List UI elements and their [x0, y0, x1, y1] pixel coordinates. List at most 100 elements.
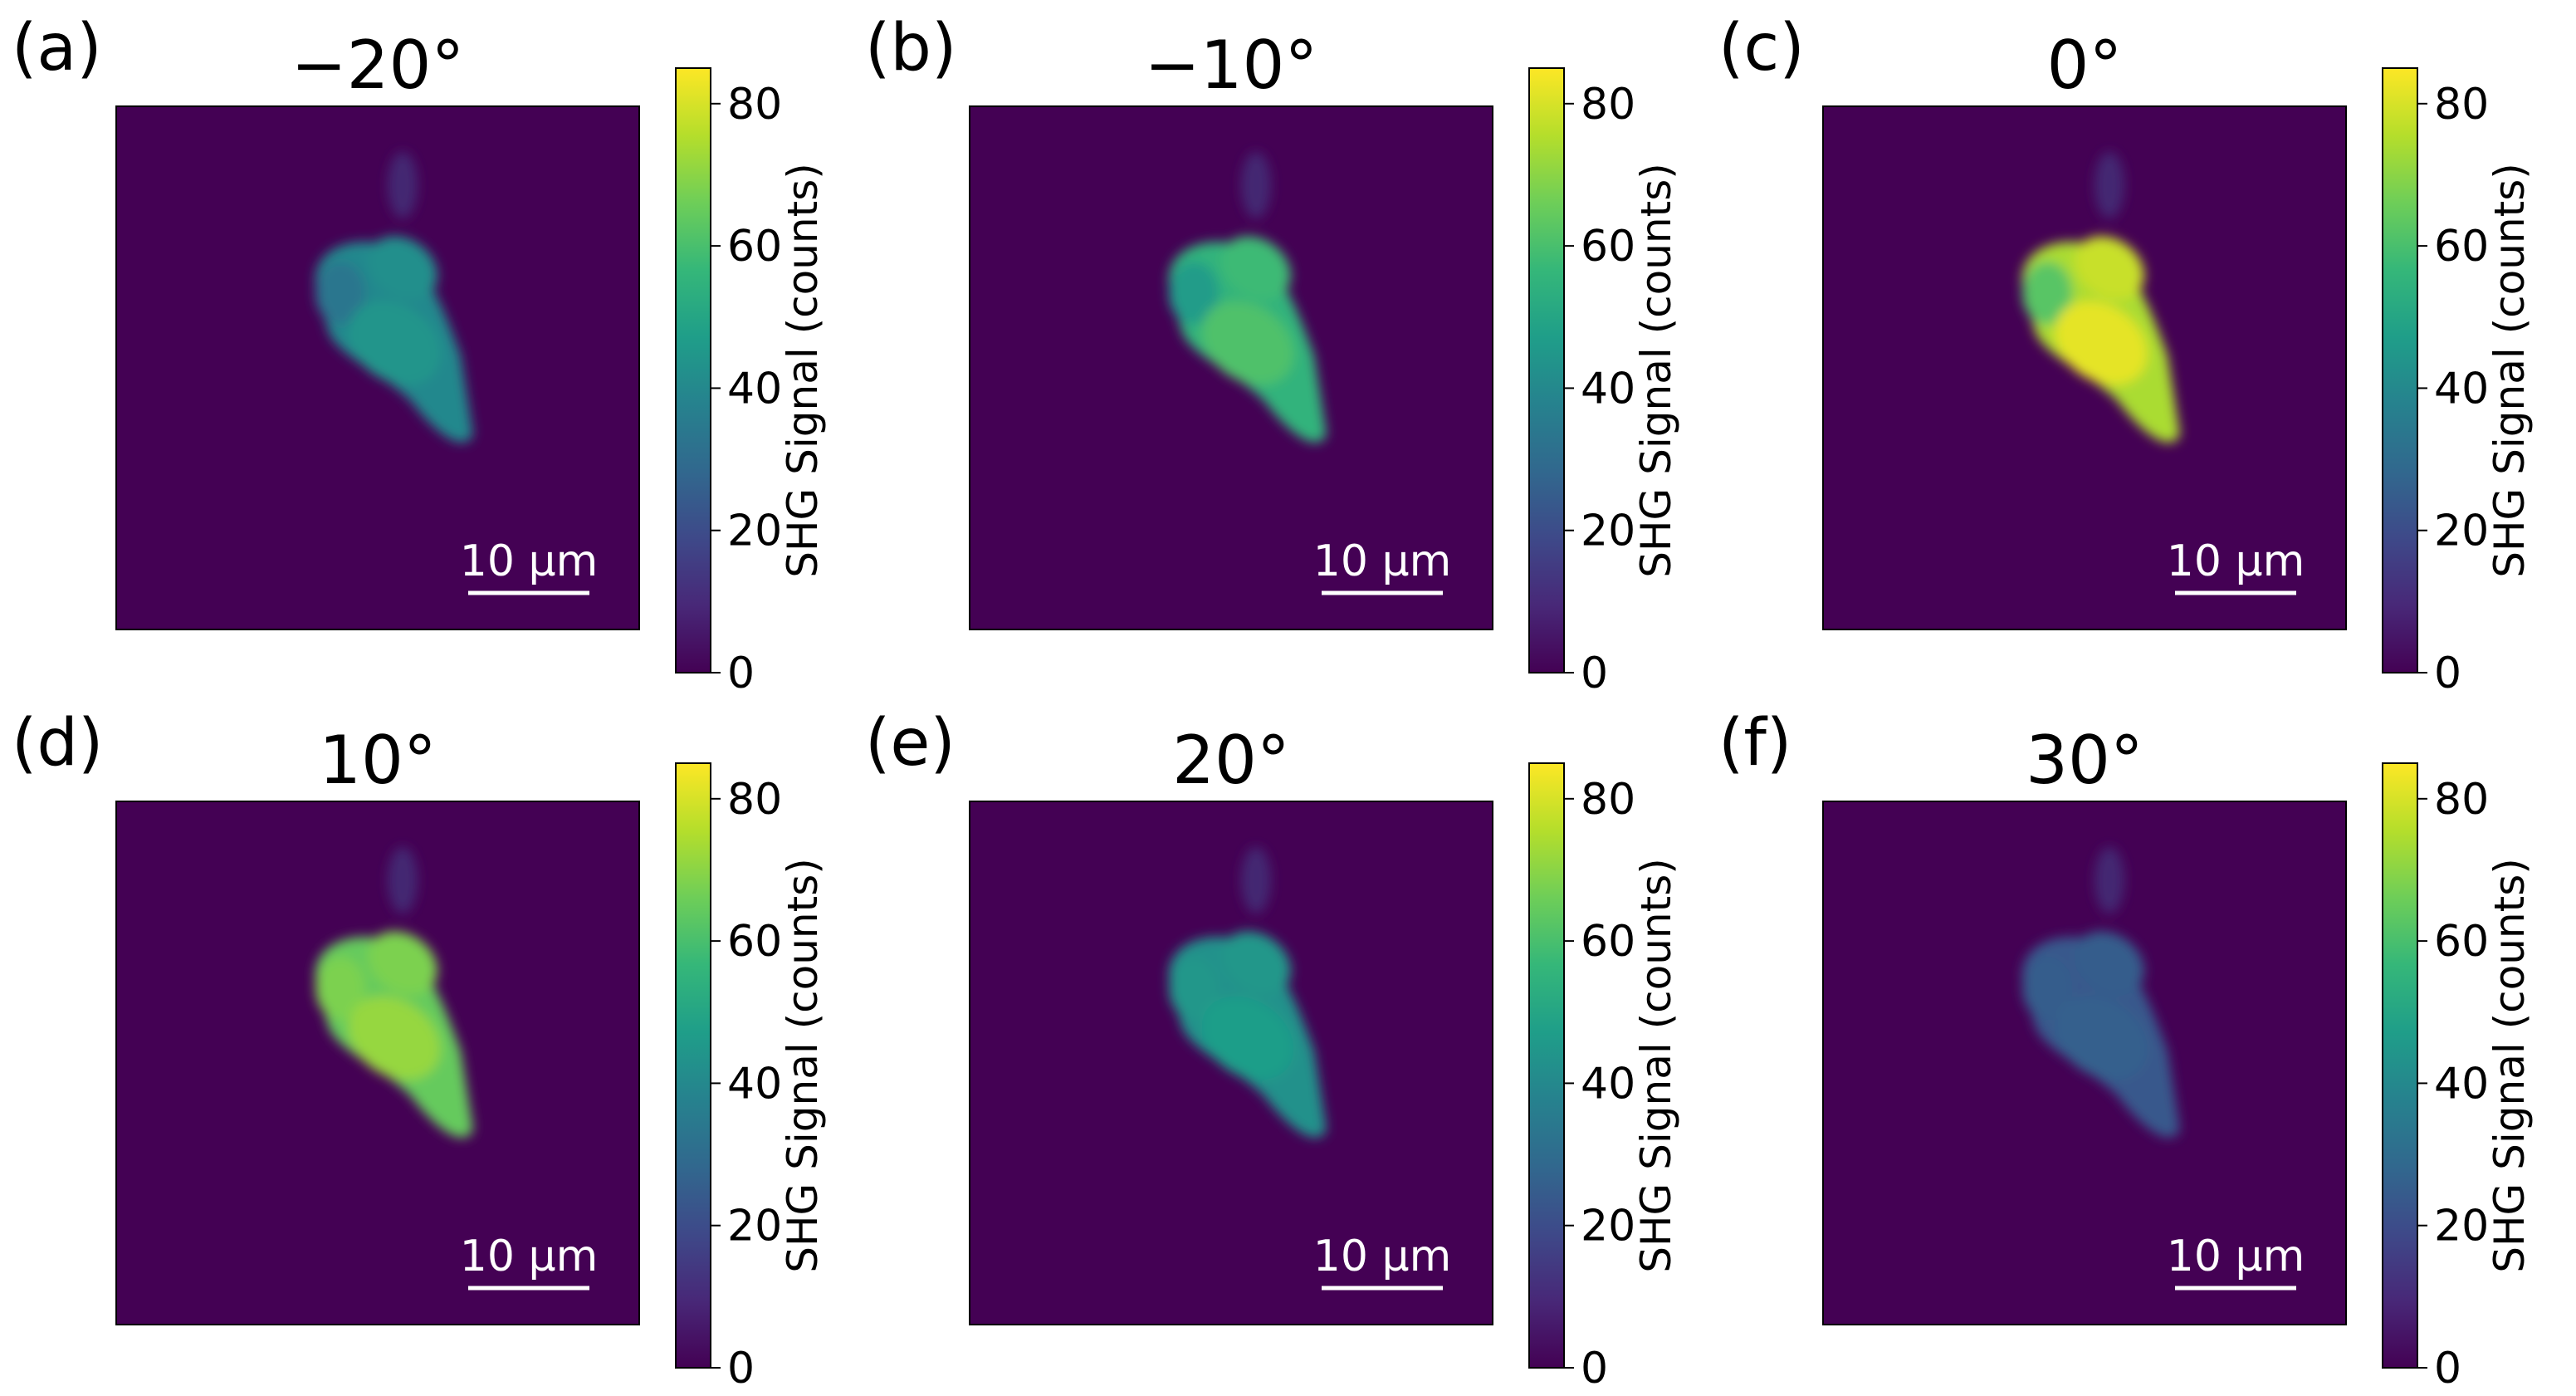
- panel-e: (e) 20° 10 μm 0 20 40 60 80 SHG Signal (counts): [865, 706, 1680, 1394]
- colorbar-tick-label: 60: [727, 222, 782, 272]
- colorbar-tick-label: 80: [727, 775, 782, 825]
- colorbar-tick-label: 0: [1581, 649, 1608, 698]
- image-frame: [1822, 105, 2347, 630]
- signal-core: [2055, 301, 2148, 385]
- scale-bar-label: 10 μm: [460, 536, 598, 586]
- colorbar-tick-label: 0: [727, 1344, 755, 1394]
- colorbar-label: SHG Signal (counts): [1632, 858, 1680, 1273]
- signal-tail: [1241, 847, 1271, 914]
- colorbar-tick-label: 20: [727, 507, 782, 556]
- signal-left-lobe: [1169, 262, 1219, 325]
- signal-upper-lobe: [368, 236, 437, 301]
- image-frame: [969, 801, 1493, 1325]
- scale-bar-label: 10 μm: [1313, 1232, 1451, 1281]
- colorbar-label: SHG Signal (counts): [779, 858, 827, 1273]
- signal-tail: [388, 152, 418, 218]
- signal-left-lobe: [315, 957, 365, 1020]
- shg-signal-region: [2021, 847, 2180, 1139]
- panel-title: 30°: [2026, 722, 2143, 799]
- colorbar-tick-label: 60: [1581, 222, 1635, 272]
- signal-tail: [1241, 152, 1271, 218]
- signal-upper-lobe: [1221, 931, 1291, 996]
- colorbar-tick-label: 80: [727, 80, 782, 130]
- panel-d: (d) 10° 10 μm 0 20 40 60 80 SHG Signal (counts): [12, 706, 827, 1394]
- panel-title: −10°: [1145, 27, 1318, 104]
- colorbar: [1528, 67, 1565, 674]
- panel-c: (c) 0° 10 μm 0 20 40 60 80 SHG Signal (counts): [1718, 11, 2534, 698]
- signal-tail: [388, 847, 418, 914]
- signal-tail: [2095, 847, 2124, 914]
- shg-signal-region: [2021, 152, 2180, 443]
- colorbar-tick-label: 80: [2434, 775, 2489, 825]
- panel-a: (a) −20° 10 μm 0 20 40 60 80 SHG Signal (counts): [12, 11, 827, 698]
- colorbar: [675, 762, 711, 1369]
- colorbar: [2382, 762, 2418, 1369]
- colorbar-tick-label: 40: [727, 1059, 782, 1109]
- signal-upper-lobe: [2075, 931, 2144, 996]
- scale-bar-label: 10 μm: [2167, 1232, 2305, 1281]
- signal-core: [348, 996, 441, 1080]
- colorbar-tick-label: 80: [1581, 775, 1635, 825]
- colorbar-tick-label: 20: [727, 1202, 782, 1252]
- image-frame: [115, 801, 640, 1325]
- colorbar-tick-label: 40: [727, 364, 782, 414]
- colorbar-tick-label: 20: [2434, 507, 2489, 556]
- shg-signal-region: [315, 847, 473, 1139]
- image-frame: [1822, 801, 2347, 1325]
- colorbar-tick-label: 40: [1581, 1059, 1635, 1109]
- colorbar-tick-label: 60: [727, 917, 782, 967]
- colorbar-label: SHG Signal (counts): [1632, 163, 1680, 578]
- colorbar-tick-label: 20: [1581, 507, 1635, 556]
- panel-title: 10°: [319, 722, 437, 799]
- signal-core: [348, 301, 441, 385]
- panel-label: (a): [12, 11, 102, 86]
- colorbar-tick-label: 0: [2434, 1344, 2461, 1394]
- image-frame: [969, 105, 1493, 630]
- colorbar-label: SHG Signal (counts): [2486, 858, 2534, 1273]
- colorbar-label: SHG Signal (counts): [2486, 163, 2534, 578]
- signal-left-lobe: [2022, 262, 2072, 325]
- colorbar-tick-label: 60: [1581, 917, 1635, 967]
- colorbar: [1528, 762, 1565, 1369]
- shg-signal-region: [1168, 847, 1327, 1139]
- image-frame: [115, 105, 640, 630]
- colorbar-tick-label: 20: [2434, 1202, 2489, 1252]
- panel-label: (b): [865, 11, 956, 86]
- shg-signal-region: [1168, 152, 1327, 443]
- panel-f: (f) 30° 10 μm 0 20 40 60 80 SHG Signal (counts): [1718, 706, 2534, 1394]
- signal-core: [2055, 996, 2148, 1080]
- signal-upper-lobe: [2075, 236, 2144, 301]
- panel-label: (f): [1718, 706, 1791, 781]
- colorbar-tick-label: 60: [2434, 917, 2489, 967]
- colorbar: [2382, 67, 2418, 674]
- colorbar: [675, 67, 711, 674]
- colorbar-tick-label: 60: [2434, 222, 2489, 272]
- panel-title: 20°: [1172, 722, 1290, 799]
- signal-left-lobe: [2022, 957, 2072, 1020]
- panel-label: (e): [865, 706, 956, 781]
- signal-core: [1201, 996, 1294, 1080]
- scale-bar-label: 10 μm: [1313, 536, 1451, 586]
- colorbar-tick-label: 40: [2434, 364, 2489, 414]
- shg-signal-region: [315, 152, 473, 443]
- colorbar-tick-label: 80: [1581, 80, 1635, 130]
- signal-upper-lobe: [1221, 236, 1291, 301]
- signal-tail: [2095, 152, 2124, 218]
- colorbar-tick-label: 0: [2434, 649, 2461, 698]
- colorbar-tick-label: 40: [1581, 364, 1635, 414]
- colorbar-label: SHG Signal (counts): [779, 163, 827, 578]
- signal-upper-lobe: [368, 931, 437, 996]
- colorbar-tick-label: 0: [727, 649, 755, 698]
- colorbar-tick-label: 20: [1581, 1202, 1635, 1252]
- colorbar-tick-label: 0: [1581, 1344, 1608, 1394]
- panel-title: 0°: [2047, 27, 2123, 104]
- signal-left-lobe: [315, 262, 365, 325]
- scale-bar-label: 10 μm: [460, 1232, 598, 1281]
- scale-bar-label: 10 μm: [2167, 536, 2305, 586]
- panel-title: −20°: [291, 27, 465, 104]
- signal-core: [1201, 301, 1294, 385]
- panel-b: (b) −10° 10 μm 0 20 40 60 80 SHG Signal (counts): [865, 11, 1680, 698]
- colorbar-tick-label: 40: [2434, 1059, 2489, 1109]
- colorbar-tick-label: 80: [2434, 80, 2489, 130]
